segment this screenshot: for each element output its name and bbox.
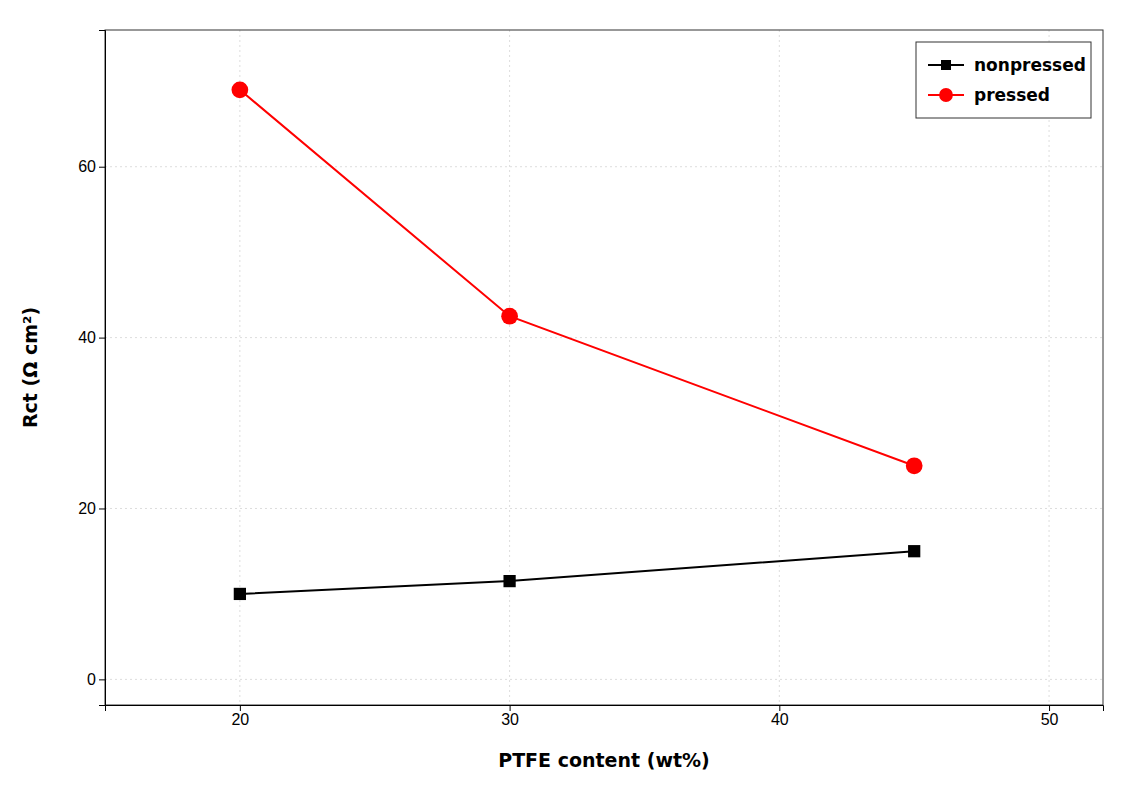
- legend-box: [916, 42, 1091, 118]
- marks: [231, 81, 922, 600]
- tick-label: 30: [501, 711, 519, 728]
- tick-mark: [510, 705, 511, 711]
- grid: [105, 30, 1103, 705]
- legend: nonpressed pressed: [916, 42, 1091, 118]
- tick: 50: [1041, 705, 1059, 728]
- legend-entry: pressed: [928, 85, 1050, 105]
- tick-mark: [99, 508, 105, 509]
- axis-line: [99, 31, 106, 706]
- tick-mark: [240, 705, 241, 711]
- tick-label: 20: [78, 500, 96, 517]
- point: [908, 545, 920, 557]
- x-axis: 20 30 40 50: [106, 705, 1104, 728]
- tick-label: 40: [771, 711, 789, 728]
- legend-marker: [939, 88, 953, 102]
- grid-line: [1049, 30, 1050, 705]
- tick-label: 40: [78, 329, 96, 346]
- tick-mark: [99, 338, 105, 339]
- chart: 20 30 40 50 0 20 40 60 PTFE content (wt%) Rct (Ω …: [0, 0, 1133, 790]
- grid-line: [105, 508, 1103, 509]
- tick-label: 60: [78, 158, 96, 175]
- tick: 20: [231, 705, 249, 728]
- plot-frame: [105, 30, 1103, 705]
- legend-label: nonpressed: [974, 55, 1086, 75]
- legend-entry: nonpressed: [928, 55, 1086, 75]
- grid-line: [509, 30, 510, 705]
- tick-mark: [99, 167, 105, 168]
- grid-line: [105, 679, 1103, 680]
- x-axis-label: PTFE content (wt%): [498, 749, 710, 771]
- tick-label: 20: [231, 711, 249, 728]
- plot: 20 30 40 50 0 20 40 60 PTFE content (wt%) Rct (Ω …: [19, 30, 1104, 771]
- y-axis-label: Rct (Ω cm²): [19, 307, 41, 428]
- legend-label: pressed: [974, 85, 1050, 105]
- tick: 0: [87, 671, 105, 688]
- tick: 30: [501, 705, 519, 728]
- legend-marker: [941, 60, 951, 70]
- y-axis: 0 20 40 60: [78, 31, 105, 706]
- tick-label: 50: [1041, 711, 1059, 728]
- tick: 40: [771, 705, 789, 728]
- tick-mark: [1049, 705, 1050, 711]
- tick-label: 0: [87, 671, 96, 688]
- point: [231, 81, 248, 98]
- grid-line: [105, 337, 1103, 338]
- point: [234, 588, 246, 600]
- point: [906, 457, 923, 474]
- tick: 40: [78, 329, 105, 346]
- grid-line: [779, 30, 780, 705]
- grid-line: [239, 30, 240, 705]
- tick-mark: [779, 705, 780, 711]
- series-line: [240, 551, 914, 594]
- point: [501, 308, 518, 325]
- series-line: [240, 90, 914, 466]
- axis-line: [106, 706, 1104, 712]
- tick: 20: [78, 500, 105, 517]
- tick-mark: [99, 679, 105, 680]
- point: [503, 575, 515, 587]
- tick: 60: [78, 158, 105, 175]
- grid-line: [105, 166, 1103, 167]
